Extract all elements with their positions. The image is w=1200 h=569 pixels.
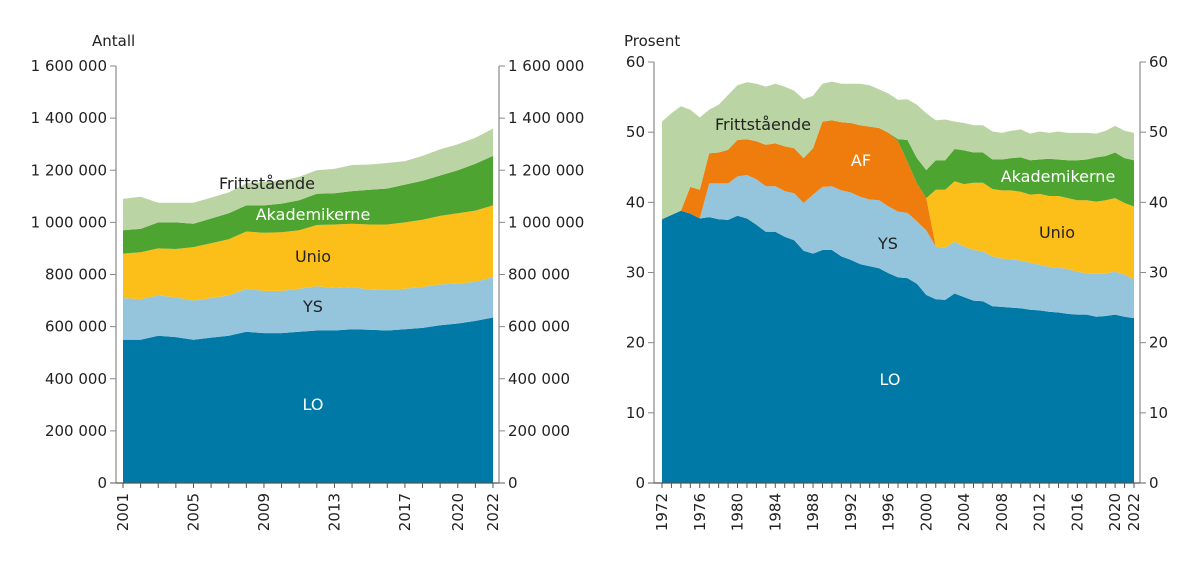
- y-tick-label-right: 30: [1149, 264, 1168, 282]
- right-label-ys: YS: [877, 234, 898, 253]
- x-tick-label: 2012: [1031, 493, 1049, 531]
- y-tick-label-right: 10: [1149, 404, 1168, 422]
- y-tick-label-right: 400 000: [508, 370, 570, 388]
- y-tick-label-right: 50: [1149, 123, 1168, 141]
- right-label-unio: Unio: [1039, 223, 1075, 242]
- x-tick-label: 2022: [484, 493, 502, 531]
- x-tick-label: 2013: [325, 493, 343, 531]
- y-tick-label-right: 0: [1149, 474, 1159, 492]
- y-tick-label-right: 1 400 000: [508, 109, 584, 127]
- y-tick-label-left: 1 400 000: [31, 109, 107, 127]
- x-tick-label: 2009: [255, 493, 273, 531]
- y-tick-label-left: 60: [626, 53, 645, 71]
- right-label-af: AF: [851, 151, 871, 170]
- y-tick-label-right: 20: [1149, 334, 1168, 352]
- x-tick-label: 1984: [766, 493, 784, 531]
- x-tick-label: 2016: [1068, 493, 1086, 531]
- right-label-frittstaende: Frittstående: [715, 115, 811, 134]
- area-unio: [662, 120, 1134, 280]
- x-tick-label: 2000: [917, 493, 935, 531]
- y-tick-label-right: 40: [1149, 193, 1168, 211]
- area-ys: [123, 277, 493, 340]
- right-label-akademikerne: Akademikerne: [1001, 167, 1116, 186]
- x-tick-label: 1980: [729, 493, 747, 531]
- y-tick-label-right: 60: [1149, 53, 1168, 71]
- y-tick-label-left: 1 200 000: [31, 161, 107, 179]
- y-tick-label-left: 400 000: [45, 370, 107, 388]
- y-tick-label-left: 1 000 000: [31, 213, 107, 231]
- x-tick-label: 2001: [114, 493, 132, 531]
- y-tick-label-left: 1 600 000: [31, 57, 107, 75]
- y-tick-label-left: 30: [626, 264, 645, 282]
- area-unio: [123, 205, 493, 301]
- left-label-ys: YS: [302, 297, 323, 316]
- y-tick-label-left: 50: [626, 123, 645, 141]
- y-tick-label-left: 600 000: [45, 318, 107, 336]
- left-chart: 0 0 200 000 200 000 400 000 400 000 600 000 600…: [31, 57, 585, 531]
- x-tick-label: 1996: [880, 493, 898, 531]
- area-ys: [662, 175, 1134, 319]
- x-tick-label: 2008: [993, 493, 1011, 531]
- x-tick-label: 2020: [449, 493, 467, 531]
- y-tick-label-left: 10: [626, 404, 645, 422]
- y-tick-label-left: 20: [626, 334, 645, 352]
- y-tick-label-right: 1 200 000: [508, 161, 584, 179]
- left-label-akademikerne: Akademikerne: [256, 205, 371, 224]
- y-tick-label-right: 600 000: [508, 318, 570, 336]
- y-tick-label-left: 0: [97, 474, 107, 492]
- y-tick-label-left: 200 000: [45, 422, 107, 440]
- y-tick-label-left: 800 000: [45, 266, 107, 284]
- y-tick-label-right: 200 000: [508, 422, 570, 440]
- y-tick-label-right: 800 000: [508, 266, 570, 284]
- x-tick-label: 1972: [653, 493, 671, 531]
- x-tick-label: 2004: [955, 493, 973, 531]
- x-tick-label: 1976: [691, 493, 709, 531]
- x-tick-label: 1988: [804, 493, 822, 531]
- y-tick-label-left: 40: [626, 193, 645, 211]
- left-label-unio: Unio: [295, 247, 331, 266]
- area-akademikerne: [123, 155, 493, 254]
- x-tick-label: 2022: [1125, 493, 1143, 531]
- left-y-axis-title: Antall: [92, 32, 135, 50]
- x-tick-label: 2020: [1106, 493, 1124, 531]
- right-label-lo: LO: [880, 370, 901, 389]
- x-tick-label: 2005: [184, 493, 202, 531]
- y-tick-label-right: 1 600 000: [508, 57, 584, 75]
- x-tick-label: 2017: [396, 493, 414, 531]
- right-y-axis-title: Prosent: [624, 32, 680, 50]
- y-tick-label-right: 1 000 000: [508, 213, 584, 231]
- y-tick-label-left: 0: [635, 474, 645, 492]
- area-frittstaende: [123, 128, 493, 231]
- left-label-frittstaende: Frittstående: [219, 174, 315, 193]
- area-lo: [662, 210, 1134, 484]
- left-label-lo: LO: [303, 395, 324, 414]
- area-frittstaende: [662, 81, 1134, 220]
- area-akademikerne: [662, 120, 1134, 220]
- x-tick-label: 1992: [842, 493, 860, 531]
- area-af: [662, 120, 1134, 280]
- y-tick-label-right: 0: [508, 474, 518, 492]
- area-lo: [123, 317, 493, 483]
